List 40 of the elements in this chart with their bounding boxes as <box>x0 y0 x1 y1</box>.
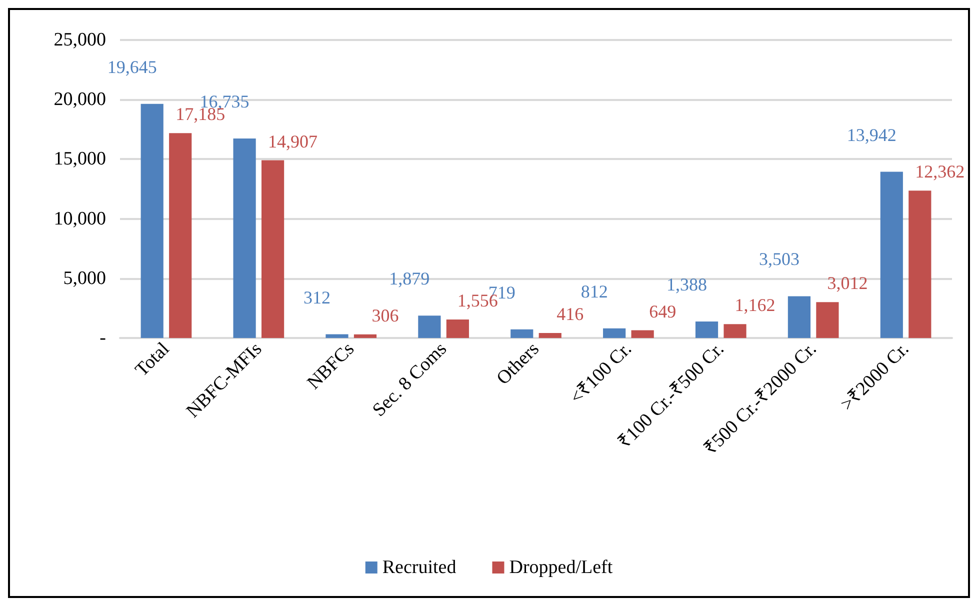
data-label: 1,162 <box>734 295 776 316</box>
bar <box>261 160 284 338</box>
legend-label: Dropped/Left <box>509 557 614 578</box>
data-label: 812 <box>580 281 608 302</box>
bar <box>418 316 441 338</box>
data-label: 3,012 <box>827 273 868 294</box>
bar <box>140 104 164 338</box>
data-label: 1,388 <box>666 274 708 294</box>
bar <box>538 333 562 338</box>
bar <box>788 296 811 338</box>
y-tick-label: 15,000 <box>54 148 106 170</box>
bar <box>446 319 469 338</box>
y-tick-label: 5,000 <box>63 268 106 289</box>
y-tick-label: 25,000 <box>54 30 106 50</box>
bar <box>631 330 654 338</box>
legend-label: Recruited <box>382 557 457 578</box>
data-label: 14,907 <box>268 131 318 152</box>
data-label: 12,362 <box>915 162 965 182</box>
data-label: 312 <box>303 287 330 308</box>
bar <box>233 138 256 338</box>
bar <box>724 324 746 338</box>
data-label: 306 <box>372 305 399 326</box>
data-label: 13,942 <box>846 124 896 145</box>
y-tick-label: - <box>100 328 106 348</box>
bar <box>326 334 348 338</box>
bar <box>908 190 932 338</box>
bar <box>169 133 192 338</box>
bar <box>880 172 903 338</box>
bar <box>695 321 718 338</box>
data-label: 19,645 <box>107 56 157 77</box>
data-label: 649 <box>649 301 676 322</box>
bar <box>603 328 626 338</box>
bar <box>816 302 839 338</box>
y-tick-label: 10,000 <box>54 208 106 230</box>
bar <box>354 334 377 338</box>
data-label: 3,503 <box>758 249 800 270</box>
data-label: 416 <box>556 304 584 324</box>
y-tick-label: 20,000 <box>54 89 106 110</box>
data-label: 1,879 <box>389 268 430 289</box>
bar <box>510 329 534 338</box>
